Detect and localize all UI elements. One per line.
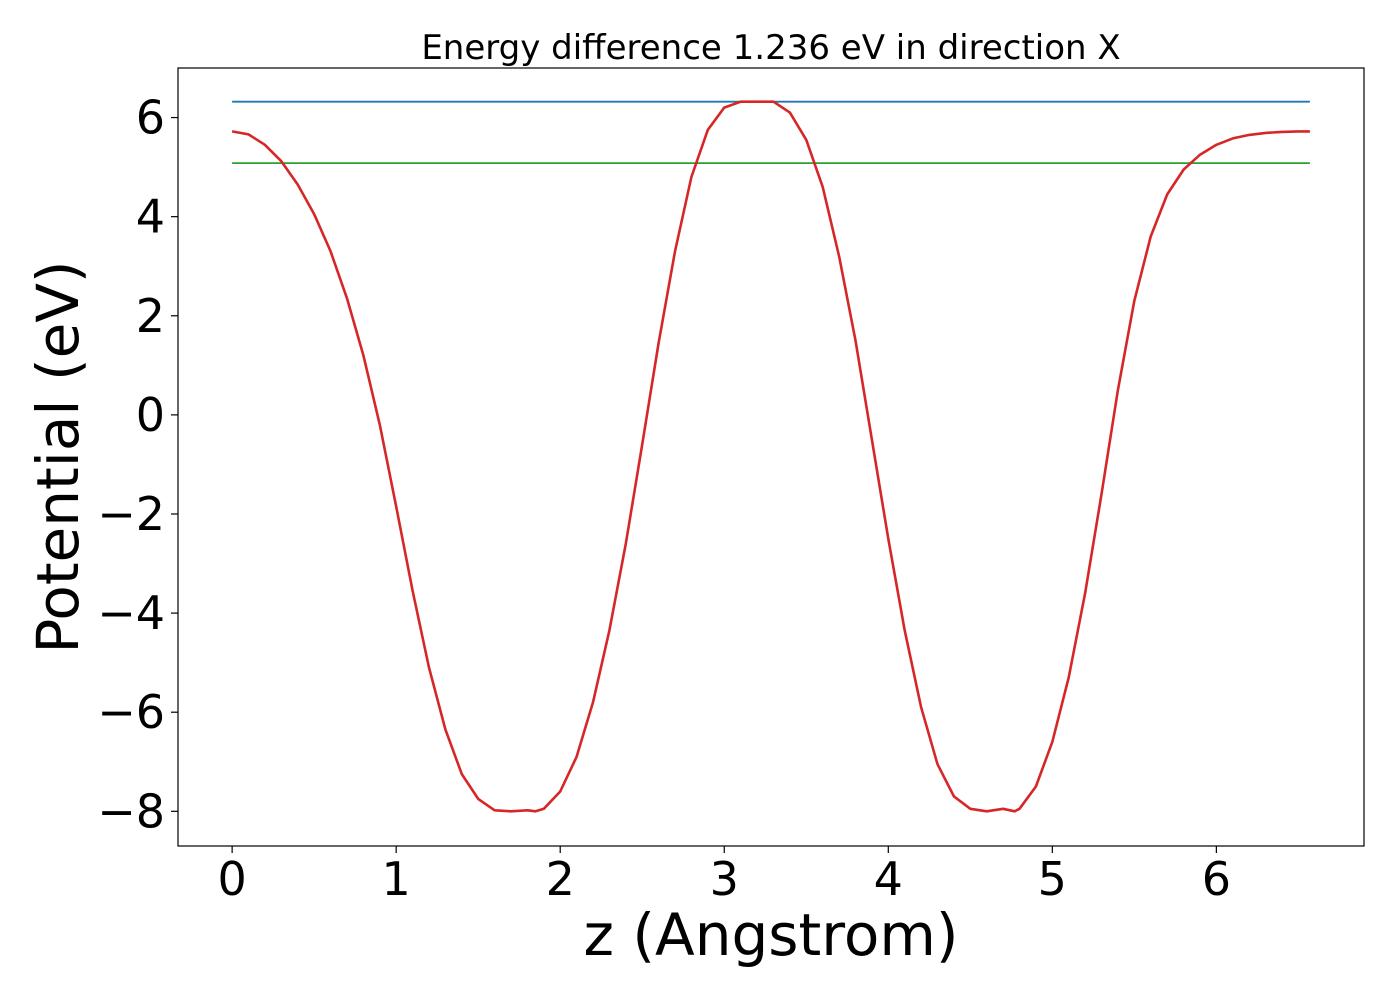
x-tick-label: 6: [1202, 852, 1231, 906]
x-axis-label: z (Angstrom): [584, 901, 959, 969]
series-line-0: [231, 100, 1310, 813]
x-tick-label: 4: [874, 852, 903, 906]
x-axis-ticks: 0 1 2 3 4 5 6: [217, 846, 1231, 906]
x-tick-label: 3: [710, 852, 739, 906]
x-tick-label: 5: [1038, 852, 1067, 906]
x-tick-label: 1: [382, 852, 411, 906]
y-tick-label: 6: [136, 91, 165, 145]
y-axis-ticks: 6 4 2 0 −2 −4 −6 −8: [97, 91, 178, 838]
y-tick-label: −4: [97, 586, 165, 640]
x-tick-label: 0: [217, 852, 246, 906]
x-tick-label: 2: [546, 852, 575, 906]
y-tick-label: −6: [97, 685, 165, 739]
y-tick-label: −2: [97, 487, 165, 541]
series-layer: [231, 100, 1310, 813]
y-axis-label: Potential (eV): [24, 260, 92, 653]
chart-title: Energy difference 1.236 eV in direction …: [421, 28, 1120, 68]
plot-frame: [177, 67, 1365, 847]
y-tick-label: 2: [136, 289, 165, 343]
y-tick-label: 0: [136, 388, 165, 442]
y-tick-label: −8: [97, 784, 165, 838]
y-tick-label: 4: [136, 190, 165, 244]
